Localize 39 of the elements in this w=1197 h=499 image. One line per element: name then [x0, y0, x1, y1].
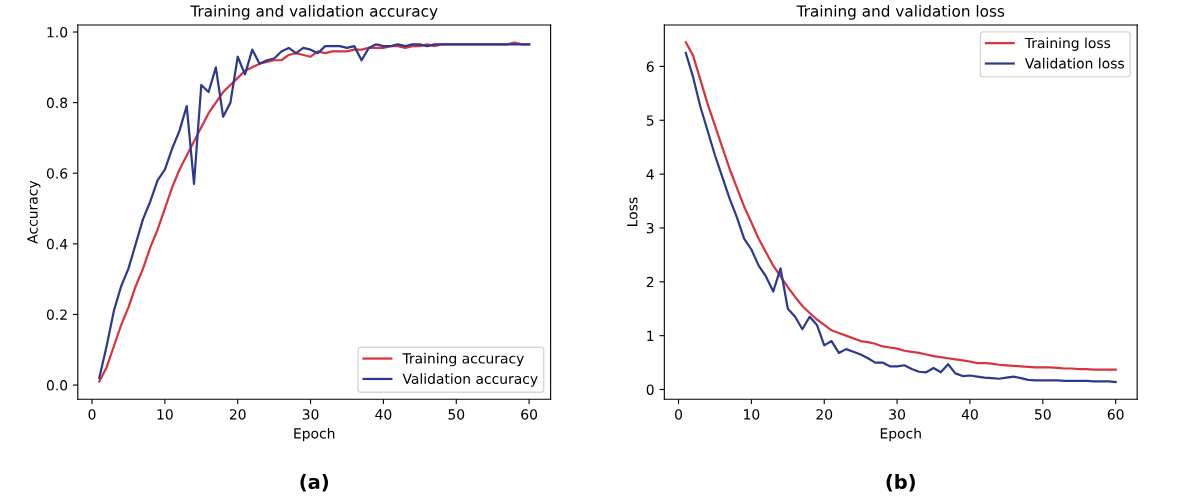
y-tick-label: 0.2	[46, 309, 67, 320]
x-tick-label: 30	[302, 409, 319, 420]
y-axis-title: Accuracy	[27, 180, 41, 244]
y-tick-label: 0	[646, 384, 654, 395]
y-tick-label: 2	[646, 276, 654, 288]
y-tick-label: 1	[647, 330, 654, 341]
x-tick-label: 0	[675, 409, 683, 420]
y-tick-label: 4	[646, 169, 654, 180]
y-tick-label: 0.4	[46, 238, 68, 250]
x-axis-title: Epoch	[294, 427, 335, 442]
legend-label: Validation accuracy	[402, 373, 538, 387]
x-axis-title: Epoch	[880, 427, 921, 442]
y-tick-label: 0.0	[46, 380, 68, 391]
text: (b)	[886, 474, 915, 492]
x-tick-label: 40	[961, 409, 978, 420]
x-tick-label: 20	[229, 409, 246, 420]
y-tick-label: 6	[646, 61, 654, 72]
legend-label: Validation loss	[1024, 57, 1124, 69]
x-tick-label: 40	[375, 409, 392, 420]
y-tick-label: 1.0	[47, 26, 68, 38]
x-tick-label: 10	[157, 409, 173, 420]
chart-title: Training and validation accuracy	[190, 5, 438, 20]
x-tick-label: 30	[889, 409, 906, 420]
chart-title: Training and validation loss	[796, 5, 1005, 20]
x-tick-label: 60	[521, 409, 538, 420]
y-axis-title: Loss	[627, 197, 638, 226]
x-tick-label: 20	[816, 409, 833, 420]
x-tick-label: 0	[88, 409, 96, 420]
x-tick-label: 10	[744, 409, 760, 420]
legend-label: Training accuracy	[402, 352, 524, 367]
x-tick-label: 60	[1107, 409, 1124, 420]
y-tick-label: 5	[646, 115, 654, 126]
y-tick-label: 0.6	[46, 168, 68, 179]
text: (a)	[300, 474, 328, 492]
y-tick-label: 3	[646, 222, 654, 234]
x-tick-label: 50	[1035, 409, 1051, 420]
legend-label: Training loss	[1024, 37, 1111, 51]
x-tick-label: 50	[448, 409, 465, 420]
y-tick-label: 0.8	[46, 97, 68, 109]
